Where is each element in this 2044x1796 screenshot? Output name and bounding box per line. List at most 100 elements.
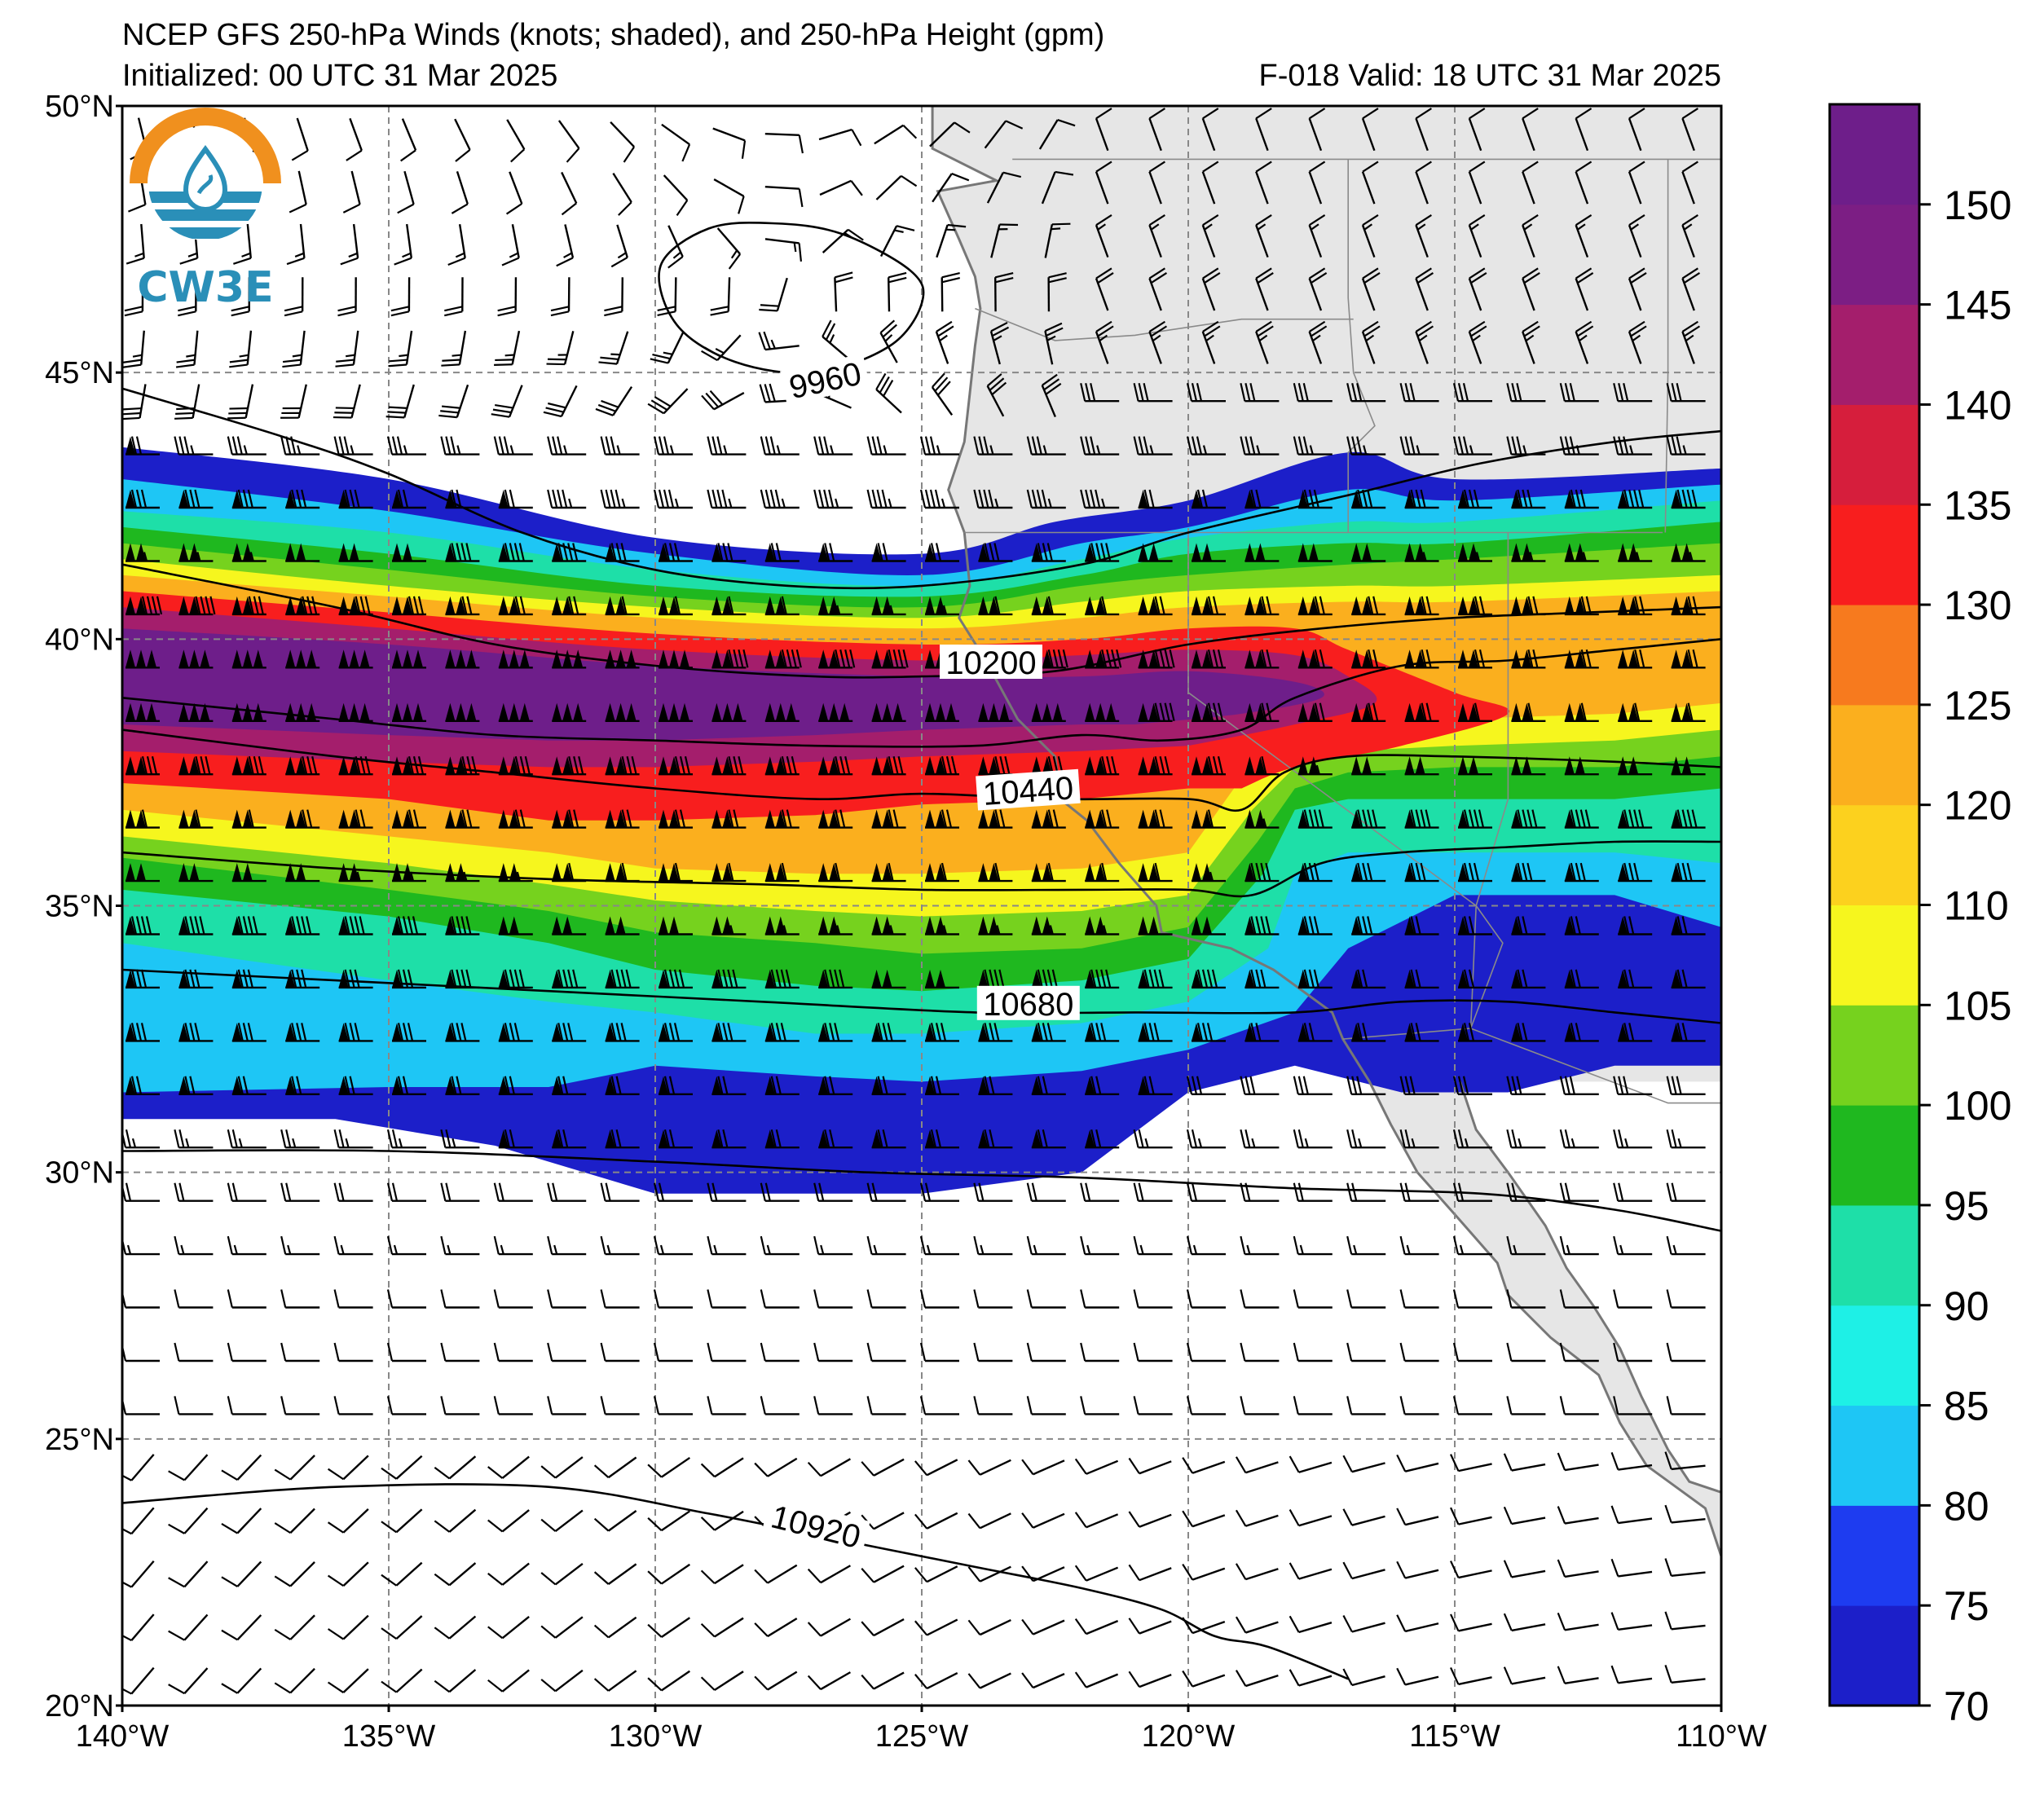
wind-barb — [1201, 108, 1219, 152]
wind-barb — [1080, 382, 1120, 403]
wind-barb — [1021, 1672, 1065, 1689]
wind-barb — [1346, 1129, 1386, 1149]
wind-barb — [941, 271, 961, 312]
wind-barb — [861, 1618, 905, 1637]
wind-barb — [1351, 596, 1386, 616]
wind-barb — [871, 809, 906, 829]
colorbar-swatch — [1830, 504, 1919, 605]
valid-time: F-018 Valid: 18 UTC 31 Mar 2025 — [1259, 59, 1721, 93]
wind-barb — [1613, 1235, 1653, 1256]
wind-barb — [667, 225, 684, 269]
colorbar-swatch — [1830, 1005, 1919, 1106]
wind-barb — [392, 1076, 426, 1096]
wind-barb — [1557, 1559, 1599, 1578]
wind-barb — [506, 119, 526, 163]
wind-barb — [280, 1396, 320, 1415]
wind-barb — [547, 1235, 587, 1256]
wind-barb — [1138, 1076, 1173, 1096]
wind-barb — [1628, 108, 1645, 152]
wind-barb — [1396, 1508, 1439, 1526]
wind-barb — [126, 969, 160, 989]
wind-barb — [487, 1455, 530, 1479]
wind-barb — [392, 649, 426, 669]
wind-barb — [285, 809, 320, 829]
wind-barb — [1399, 382, 1439, 403]
wind-barb — [434, 1508, 477, 1533]
wind-barb — [936, 223, 967, 258]
wind-barb — [1404, 969, 1439, 989]
wind-barb — [386, 1182, 426, 1202]
wind-barb — [1148, 108, 1165, 152]
wind-barb — [760, 489, 800, 509]
wind-barb — [1664, 1504, 1706, 1524]
coastline — [931, 106, 1721, 1557]
wind-barb — [1618, 969, 1653, 989]
wind-barb — [822, 319, 849, 360]
wind-barb — [1192, 755, 1226, 776]
wind-barb — [813, 1182, 853, 1202]
wind-barb — [716, 227, 742, 270]
wind-barb — [1192, 543, 1226, 562]
wind-barb — [1351, 756, 1386, 776]
lat-tick-label: 40°N — [45, 623, 114, 657]
wind-barb — [1031, 596, 1066, 616]
contour-label: 9960 — [780, 354, 870, 406]
wind-barb — [871, 1076, 906, 1096]
wind-barb — [871, 596, 906, 616]
wind-barb — [1297, 969, 1333, 989]
wind-barb — [1671, 702, 1706, 722]
wind-barb — [392, 702, 426, 722]
wind-barb — [440, 1396, 480, 1415]
wind-barb — [1085, 755, 1120, 776]
wind-barb — [1031, 702, 1066, 722]
wind-barb — [493, 1182, 533, 1202]
wind-barb — [1511, 702, 1546, 722]
wind-barb — [174, 1235, 214, 1256]
wind-barb — [605, 1023, 640, 1042]
wind-barb — [1671, 543, 1706, 562]
wind-barb — [1085, 916, 1120, 935]
wind-barb — [487, 1615, 530, 1640]
wind-barb — [1666, 1235, 1706, 1256]
wind-barb — [1289, 1508, 1333, 1527]
gulf-coastline — [1459, 1081, 1721, 1494]
wind-barb — [978, 1023, 1013, 1042]
wind-barb — [1235, 1670, 1279, 1688]
wind-barb — [711, 969, 747, 989]
wind-barb — [1244, 969, 1280, 989]
wind-barb — [700, 1617, 744, 1638]
wind-barb — [701, 390, 745, 411]
wind-barb — [386, 436, 426, 456]
wind-barb — [335, 330, 359, 368]
wind-barb — [1044, 322, 1064, 365]
wind-barb — [381, 1668, 423, 1693]
wind-barb — [1503, 1506, 1546, 1525]
wind-barb — [440, 436, 480, 456]
wind-barb — [973, 436, 1013, 456]
wind-barb — [1415, 161, 1432, 205]
wind-barb — [126, 863, 160, 883]
wind-barb — [647, 1456, 691, 1478]
height-contour-10800 — [122, 1149, 1721, 1232]
wind-barb — [1618, 862, 1653, 883]
wind-barb — [600, 1235, 640, 1256]
height-contour-9960 — [658, 221, 925, 375]
wind-barb — [552, 649, 587, 669]
wind-barb — [1404, 809, 1439, 829]
wind-barb — [231, 1076, 267, 1096]
wind-barb — [386, 1396, 426, 1415]
wind-barb — [227, 436, 267, 456]
wind-barb — [1041, 373, 1062, 418]
wind-barb — [498, 916, 533, 935]
colorbar-label: 100 — [1944, 1083, 2011, 1129]
wind-barb — [338, 1023, 373, 1042]
wind-barb — [711, 916, 747, 935]
wind-barb — [1361, 320, 1381, 364]
wind-barb — [1415, 214, 1432, 258]
wind-barb — [754, 1457, 798, 1477]
wind-barb — [1080, 1182, 1120, 1202]
wind-barb — [1610, 1451, 1653, 1471]
wind-barb — [978, 916, 1013, 935]
wind-barb — [1085, 702, 1120, 722]
wind-barb — [659, 1076, 693, 1096]
